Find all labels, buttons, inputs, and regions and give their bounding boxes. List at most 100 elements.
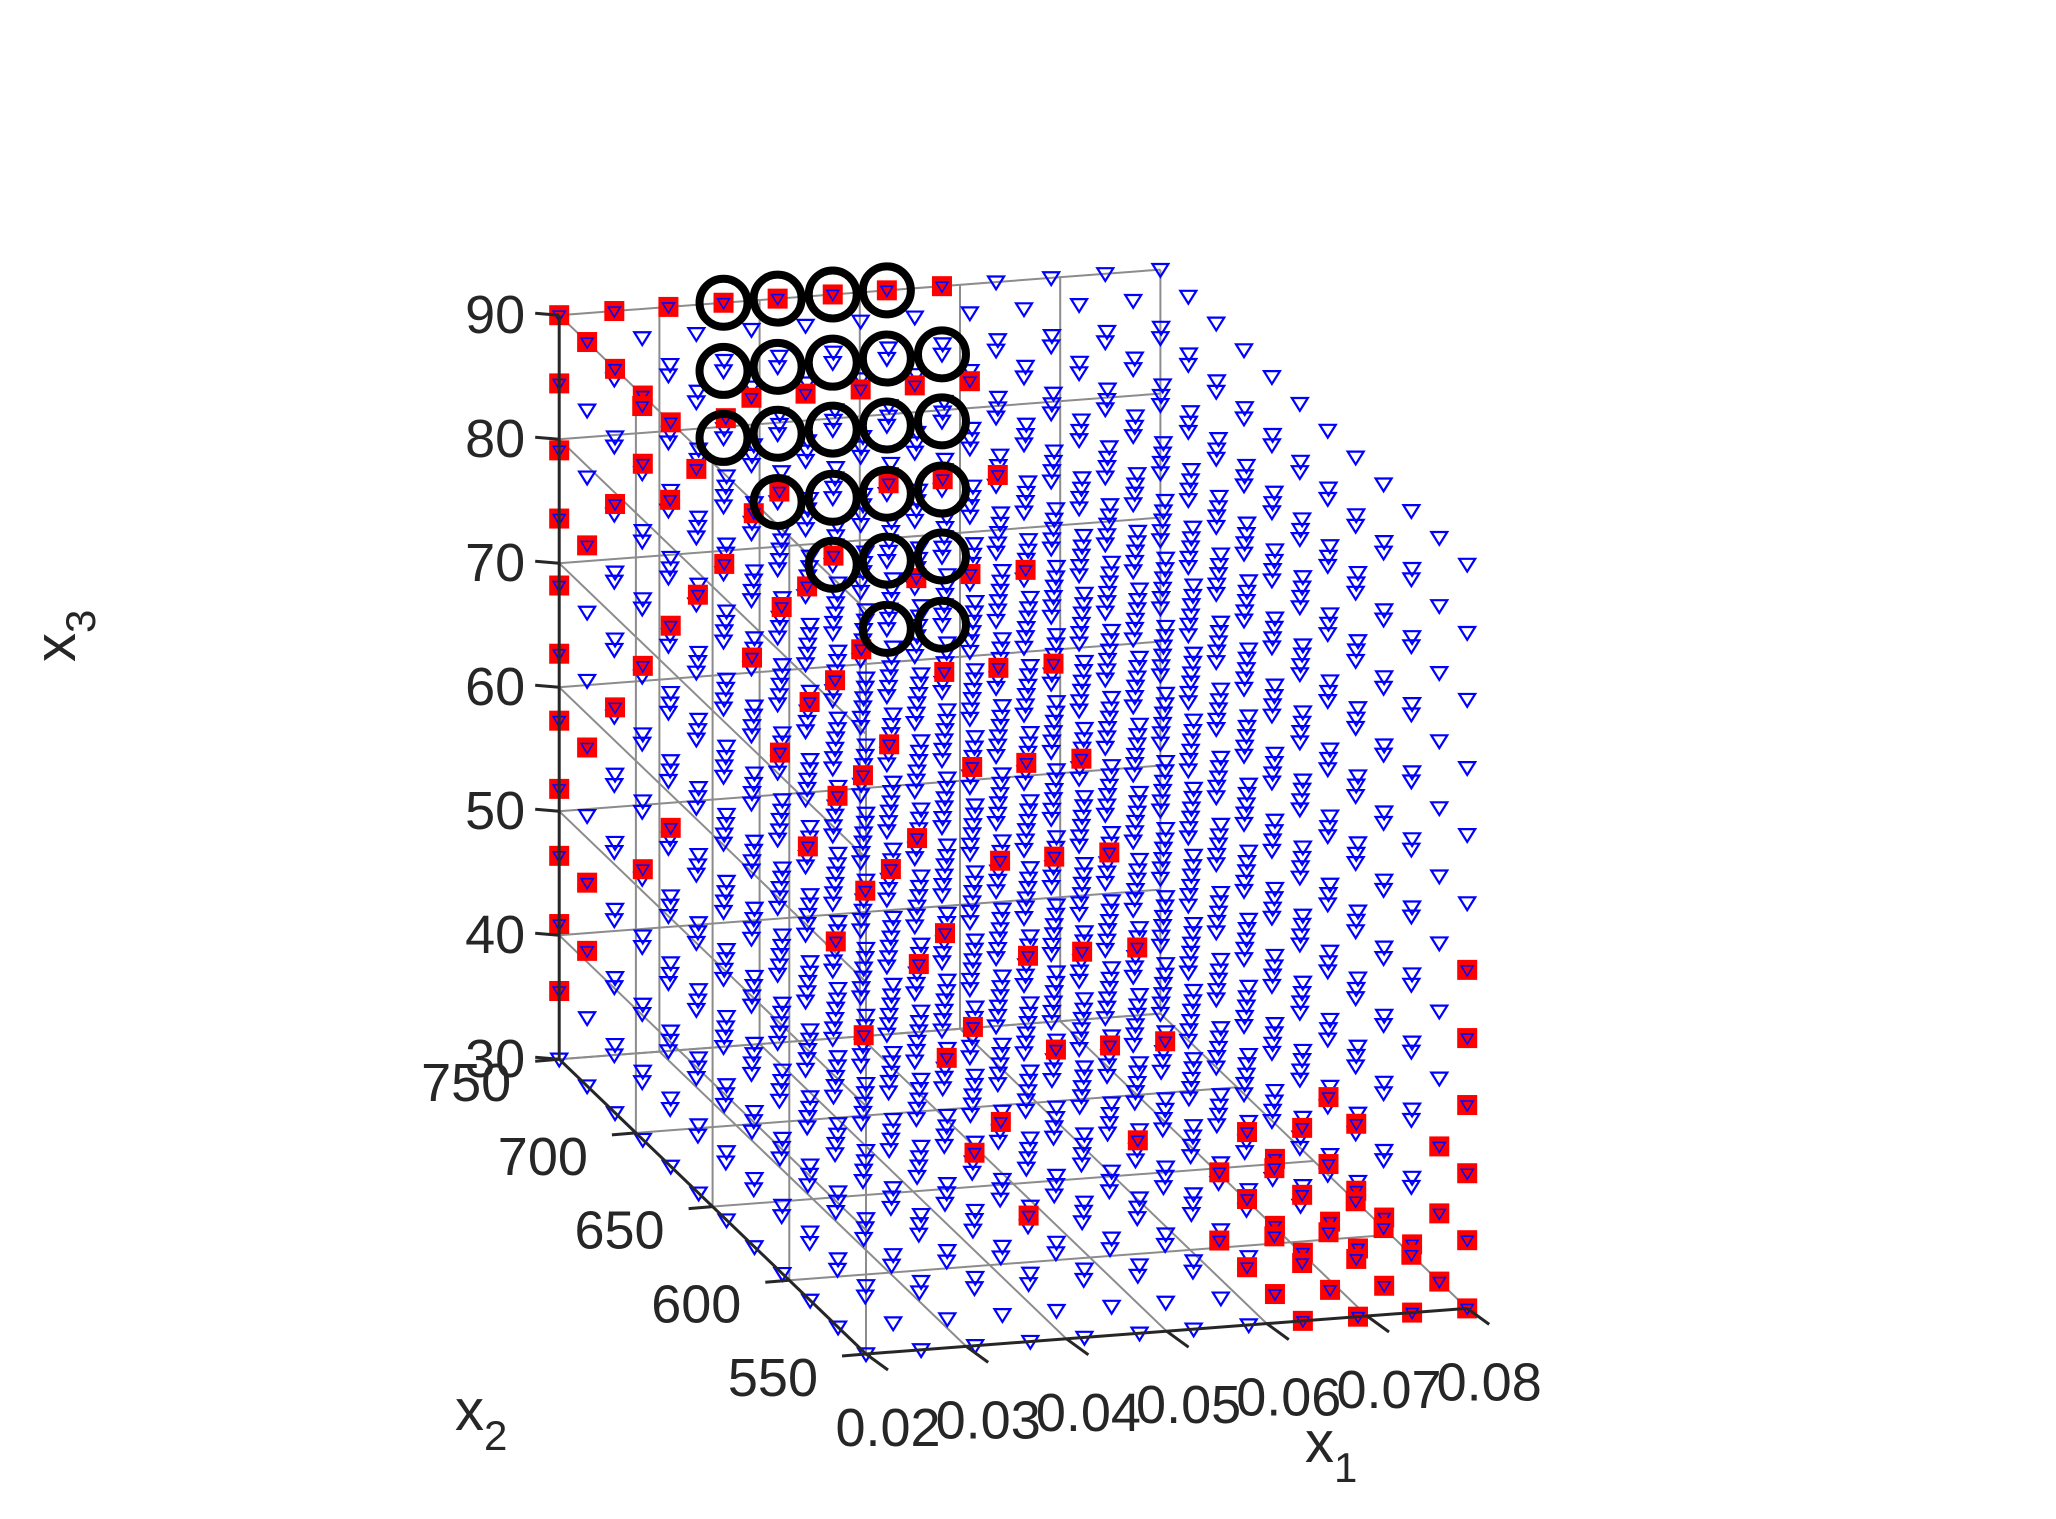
triangle-point <box>800 955 821 972</box>
triangle-point <box>1373 612 1394 629</box>
x1-tick <box>1466 1307 1491 1326</box>
triangle-point <box>1041 271 1062 288</box>
triangle-point <box>1239 1127 1255 1140</box>
triangle-point <box>632 523 653 540</box>
triangle-point <box>906 773 927 790</box>
triangle-point <box>800 1090 821 1107</box>
square-point <box>1237 1122 1258 1143</box>
triangle-point <box>828 1320 849 1337</box>
triangle-point <box>1402 832 1423 849</box>
x3-tick <box>535 559 560 565</box>
triangle-point <box>1347 701 1368 718</box>
triangle-point <box>744 392 759 406</box>
triangle-point <box>1069 838 1090 855</box>
triangle-point <box>743 573 764 590</box>
triangle-point <box>772 1266 793 1283</box>
triangle-point <box>1373 747 1394 764</box>
triangle-point <box>795 318 816 335</box>
triangle-point <box>988 390 1009 407</box>
triangle-point <box>1041 811 1062 828</box>
triangle-point <box>959 441 980 458</box>
triangle-point <box>1234 748 1254 765</box>
triangle-point <box>1101 847 1117 861</box>
triangle-point <box>857 885 873 899</box>
triangle-point <box>1129 1258 1150 1275</box>
triangle-point <box>1041 676 1062 693</box>
triangle-point <box>1020 659 1041 676</box>
triangle-point <box>1401 1179 1422 1196</box>
triangle-point <box>1459 1235 1475 1248</box>
triangle-point <box>881 478 896 491</box>
triangle-point <box>1264 1017 1285 1033</box>
triangle-point <box>1457 828 1478 844</box>
triangle-point <box>744 564 765 581</box>
square-point <box>1237 1189 1258 1210</box>
triangle-point <box>769 349 790 366</box>
triangle-point <box>1178 424 1199 441</box>
triangle-point <box>856 1008 876 1025</box>
triangle-point <box>1046 628 1067 645</box>
triangle-point <box>825 808 846 825</box>
circle-point <box>913 461 970 518</box>
square-point <box>1429 1136 1450 1157</box>
triangle-point <box>604 574 625 591</box>
triangle-point <box>1348 1118 1364 1132</box>
circle-point <box>913 393 970 450</box>
square-point <box>1018 1205 1039 1226</box>
triangle-point <box>1123 293 1144 310</box>
triangle-point <box>1045 502 1066 519</box>
triangle-point <box>827 1194 848 1211</box>
x2-tick <box>841 1352 867 1358</box>
triangle-point <box>1101 1164 1122 1181</box>
x1-tick-label: 0.07 <box>1336 1360 1441 1420</box>
triangle-point <box>1015 900 1036 917</box>
triangle-point <box>1150 262 1171 279</box>
square-point <box>1018 945 1039 966</box>
triangle-point <box>1289 667 1310 684</box>
triangle-point <box>1374 670 1395 687</box>
triangle-point <box>1074 654 1095 671</box>
triangle-point <box>1043 792 1064 809</box>
triangle-point <box>1289 937 1310 954</box>
square-point <box>1044 846 1065 867</box>
square-point <box>1318 1154 1339 1175</box>
triangle-point <box>1046 695 1067 712</box>
triangle-point <box>1292 647 1313 664</box>
triangle-point <box>1155 1092 1176 1109</box>
triangle-point <box>1210 547 1231 564</box>
triangle-point <box>1238 912 1259 929</box>
triangle-point <box>1127 872 1148 889</box>
triangle-point <box>1127 524 1148 541</box>
x3-tick-label: 50 <box>465 781 525 841</box>
circle-point <box>749 405 806 462</box>
triangle-point <box>1015 359 1036 376</box>
triangle-point <box>716 469 737 486</box>
triangle-point <box>1402 765 1423 782</box>
series-black-circles <box>695 262 970 657</box>
triangle-point <box>1294 1258 1310 1271</box>
triangle-point <box>883 1181 904 1198</box>
triangle-point <box>965 933 986 950</box>
triangle-point <box>800 841 816 854</box>
triangle-point <box>1046 1100 1067 1117</box>
triangle-point <box>688 712 709 729</box>
triangle-point <box>883 707 904 724</box>
triangle-point <box>1403 1249 1419 1263</box>
triangle-point <box>931 955 952 972</box>
triangle-point <box>827 653 848 670</box>
triangle-point <box>632 997 653 1014</box>
square-point <box>876 280 897 301</box>
triangle-point <box>605 632 626 649</box>
triangle-point <box>908 573 924 586</box>
triangle-point <box>1345 991 1366 1008</box>
triangle-point <box>577 605 598 622</box>
triangle-point <box>1182 1061 1203 1078</box>
triangle-point <box>1320 674 1341 691</box>
circle-point <box>804 334 861 391</box>
triangle-point <box>1267 1289 1283 1302</box>
triangle-point <box>1101 1096 1122 1113</box>
triangle-point <box>1264 620 1285 637</box>
triangle-point <box>1317 423 1338 440</box>
triangle-point <box>1074 992 1095 1009</box>
triangle-point <box>1401 639 1422 656</box>
